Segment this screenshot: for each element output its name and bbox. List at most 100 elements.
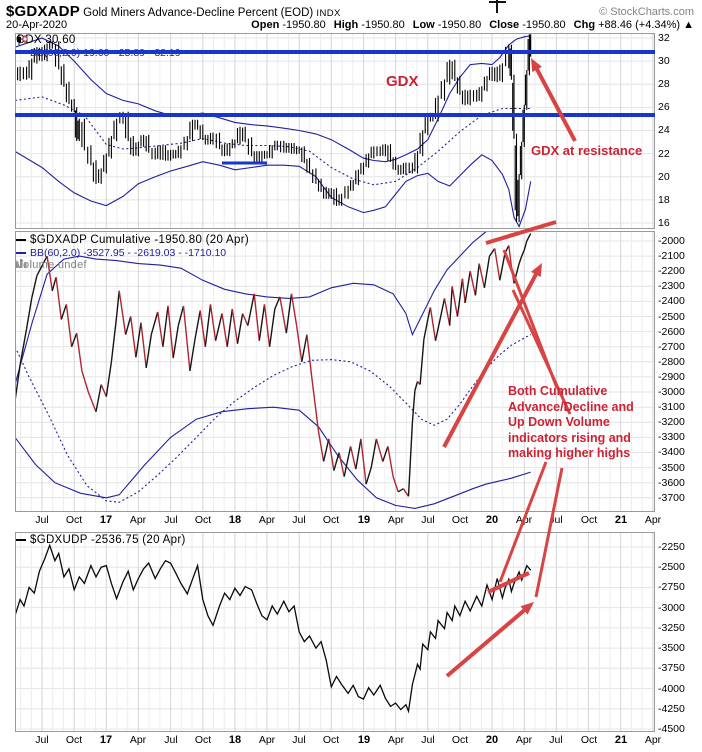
x-tick-label: 19 [357,734,371,746]
legend-gdx-text: GDX 30.60 [16,34,76,46]
series-segment [414,381,419,391]
y-tick-label: 28 [658,78,670,90]
series-segment [214,313,223,341]
quote-label-high: High [333,19,359,31]
series-segment [268,308,276,347]
x-tick-label: Oct [451,734,469,746]
y-tick-label: -3750 [658,662,685,674]
series-BB lower [15,150,532,228]
quote-value-open: -1950.80 [279,19,326,31]
x-tick-label: 17 [99,514,113,526]
y-tick-label: -2100 [658,250,685,262]
y-tick-label: -3000 [658,386,685,398]
series-segment [209,304,217,341]
series-segment [343,446,352,477]
note-line: Advance/Decline and [508,399,634,414]
series-segment [317,431,325,462]
series-segment [81,370,89,393]
series-segment [355,438,362,470]
x-tick-label: Jul [549,734,563,746]
x-tick-label: 19 [357,514,371,526]
series-segment [51,277,57,291]
quote-label-open: Open [251,19,280,31]
updown-panel-border [15,532,655,732]
x-tick-label: Apr [129,514,147,526]
series-segment [349,446,357,470]
line-swatch-icon [16,52,26,54]
updown-grid [15,532,655,732]
x-tick-label: Jul [549,514,563,526]
quote-value-high: -1950.80 [358,19,405,31]
y-tick-label: -2400 [658,295,685,307]
series-segment [434,316,442,341]
y-tick-label: -2600 [658,326,685,338]
x-tick-label: 21 [614,514,628,526]
series-segment [226,308,233,347]
series-segment [461,278,466,303]
copyright: © StockCharts.com [599,6,694,18]
quote-label-low: Low [412,19,435,31]
series-segment [333,452,340,471]
y-tick-label: -2200 [658,265,685,277]
cumulative-series [15,231,532,509]
x-tick-label: Oct [451,514,469,526]
series-segment [253,293,260,341]
legend-gdx-bb-text: BB(60,2.0) 19.60 - 25.89 - 32.19 [30,47,181,59]
series-segment [279,296,287,334]
series-segment [36,255,48,277]
series-segment [427,307,432,320]
quote-value-close: -1950.80 [519,19,566,31]
series-segment [31,275,38,299]
series-segment [494,248,501,281]
exchange-label: INDX [316,8,341,19]
x-tick-label: Oct [580,734,598,746]
series-segment [419,339,425,385]
series-segment [375,438,384,462]
series-segment [338,452,345,477]
x-tick-label: Apr [387,734,405,746]
series-segment [145,334,152,369]
line-swatch-icon [16,539,26,541]
y-tick-label: 22 [658,148,670,160]
y-tick-label: 20 [658,171,670,183]
x-tick-label: Jul [35,734,49,746]
y-tick-label: -3500 [658,642,685,654]
series-segment [19,328,28,366]
series-segment [172,325,179,359]
x-tick-label: 21 [614,734,628,746]
series-segment [55,277,62,320]
series-segment [124,316,132,335]
series-GDX [17,34,532,223]
x-tick-label: 20 [485,734,499,746]
series-segment [135,322,142,358]
legend-updown: $GDXUDP -2536.75 (20 Apr) [16,534,186,546]
x-tick-label: Apr [258,734,276,746]
series-segment [162,305,169,347]
note-line: Both Cumulative [508,384,608,398]
series-segment [402,488,410,497]
y-tick-label: -2800 [658,356,685,368]
series-segment [95,384,102,412]
series-segment [263,304,271,347]
series-segment [290,293,298,326]
y-tick-label: 18 [658,194,670,206]
series-BB lower [15,406,531,509]
series-segment [118,290,127,335]
series-segment [322,438,330,462]
series-segment [311,379,320,432]
series-segment [221,313,228,347]
series-segment [247,293,255,326]
x-tick-label: Jul [35,514,49,526]
x-tick-label: 18 [228,514,242,526]
series-segment [513,263,520,284]
series-segment [194,310,201,340]
candlestick-icon [17,34,28,45]
y-tick-label: -2250 [658,541,685,553]
series-BB middle [15,334,531,503]
series-segment [204,304,212,347]
y-tick-label: -3500 [658,462,685,474]
series-segment [87,391,97,412]
series-segment [370,438,378,468]
y-tick-label: -4500 [658,723,685,735]
